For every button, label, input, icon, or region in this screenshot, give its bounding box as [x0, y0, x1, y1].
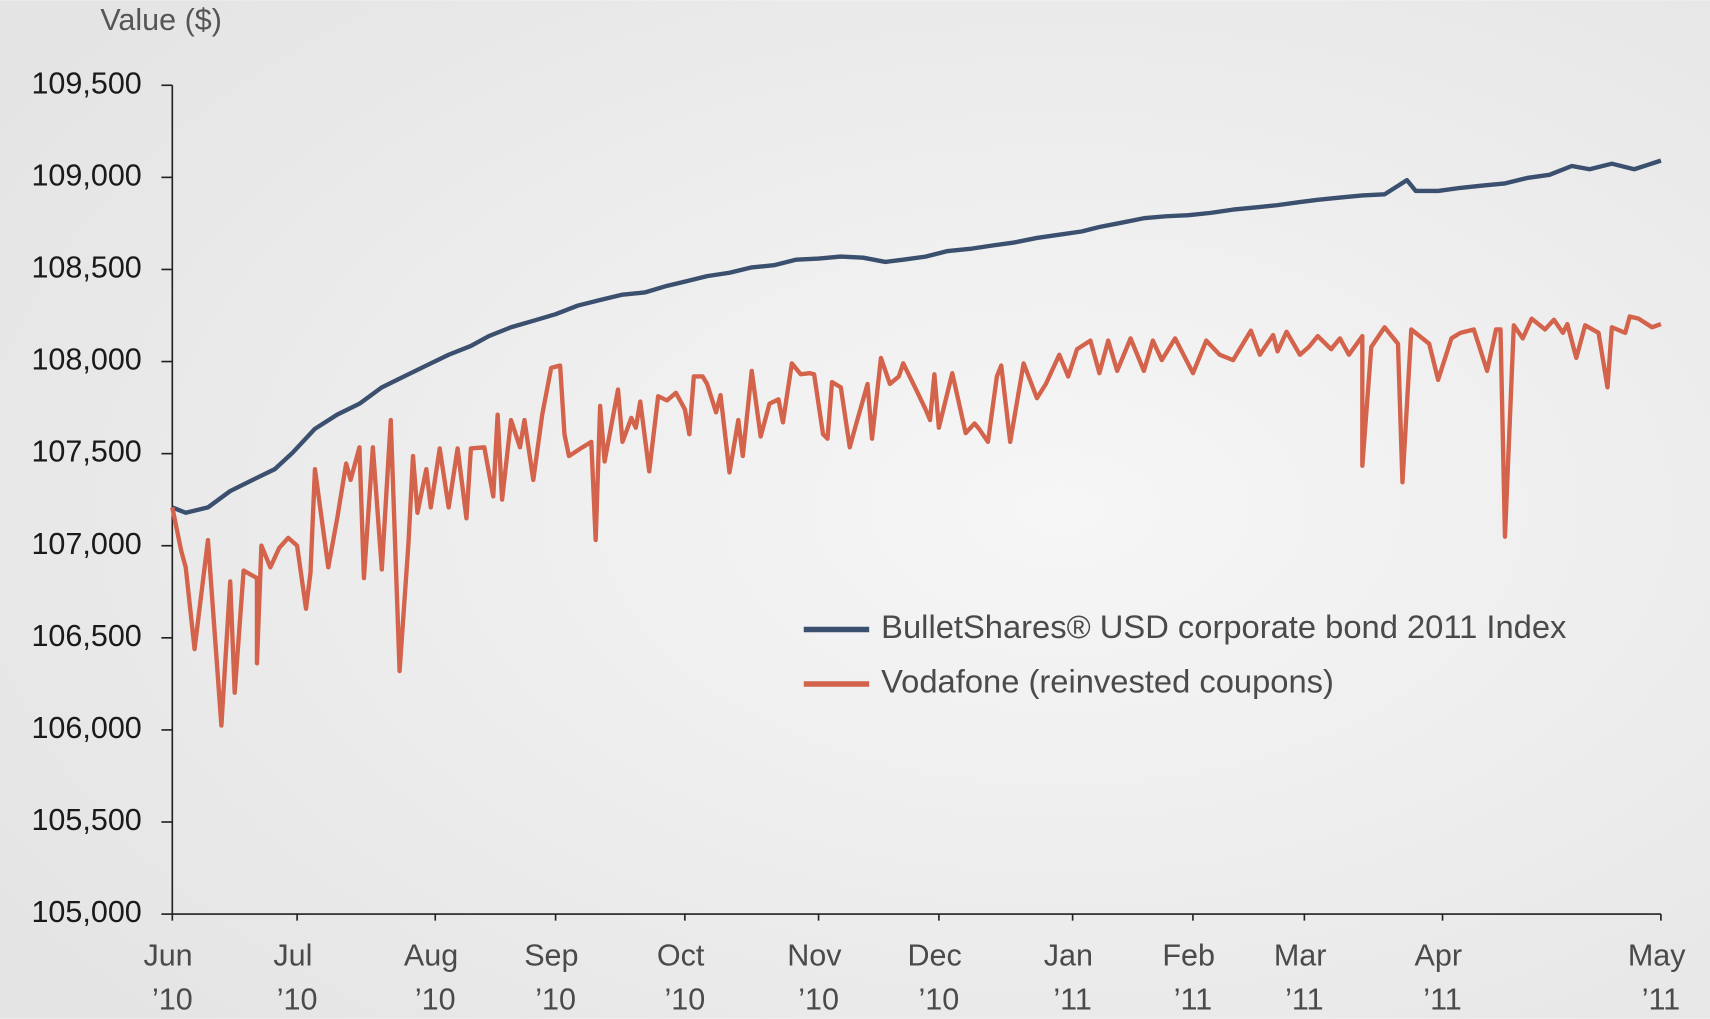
x-tick-label: Mar ’11 [1274, 939, 1335, 1017]
y-tick-label: 108,000 [31, 343, 141, 377]
y-axis-label: Value ($) [100, 3, 222, 37]
x-tick-label: May ’11 [1628, 939, 1694, 1017]
y-tick-label: 107,500 [31, 435, 141, 469]
y-tick-label: 106,000 [31, 711, 141, 745]
y-tick-label: 108,500 [31, 251, 141, 285]
y-tick-label: 106,500 [31, 619, 141, 653]
series-line [170, 314, 1662, 728]
legend-label: Vodafone (reinvested coupons) [881, 663, 1334, 700]
x-tick-label: Jan ’11 [1044, 939, 1102, 1017]
x-tick-label: Nov ’10 [787, 939, 850, 1017]
x-tick-label: Sep ’10 [524, 939, 587, 1017]
y-tick-label: 105,000 [31, 895, 141, 929]
x-tick-label: Jun ’10 [143, 939, 201, 1017]
x-tick-label: Apr ’11 [1415, 939, 1471, 1017]
y-tick-label: 109,500 [31, 66, 141, 100]
x-tick-label: Oct ’10 [657, 939, 713, 1017]
x-tick-label: Jul ’10 [273, 939, 321, 1017]
legend-label: BulletShares® USD corporate bond 2011 In… [881, 608, 1566, 645]
y-tick-label: 107,000 [31, 527, 141, 561]
y-tick-label: 105,500 [31, 803, 141, 837]
series-line [171, 158, 1662, 515]
x-tick-label: Dec ’10 [908, 939, 971, 1017]
x-tick-label: Aug ’10 [404, 939, 467, 1017]
x-tick-label: Feb ’11 [1162, 939, 1223, 1017]
y-tick-label: 109,000 [31, 158, 141, 192]
